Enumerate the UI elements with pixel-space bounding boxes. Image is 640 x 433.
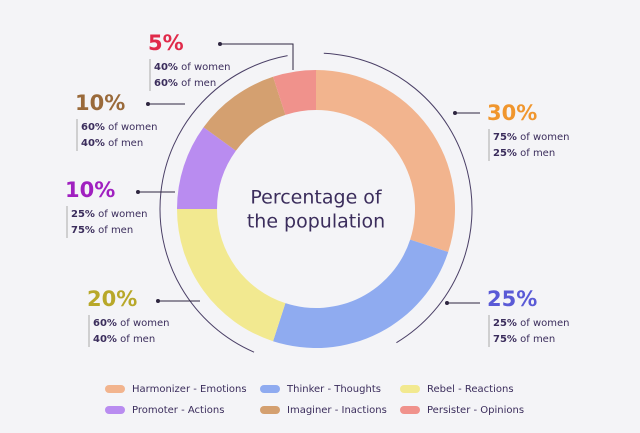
center-text: the population: [247, 211, 385, 233]
legend-label: Rebel - Reactions: [427, 384, 514, 395]
percent-label: 30%: [487, 101, 537, 125]
label-text: of men: [120, 334, 155, 345]
outer-arc: [159, 55, 288, 353]
legend-swatch: [105, 406, 125, 414]
label-text: of men: [520, 148, 555, 159]
label-text: of women: [181, 62, 230, 73]
legend-swatch: [105, 385, 125, 393]
label-line: 75% of men: [493, 334, 555, 345]
label-text: of men: [520, 334, 555, 345]
leader-dot: [136, 190, 140, 194]
label-percent: 40%: [93, 334, 117, 345]
leader-dot: [445, 301, 449, 305]
label-line: 40% of women: [154, 62, 230, 73]
percent-label: 10%: [65, 178, 115, 202]
label-percent: 25%: [493, 318, 517, 329]
percent-label: 10%: [75, 91, 125, 115]
leader-dot: [453, 111, 457, 115]
donut-segment: [273, 70, 316, 115]
label-line: 60% of women: [93, 318, 169, 329]
percent-label: 5%: [148, 31, 184, 55]
legend-swatch: [400, 406, 420, 414]
label-line: 40% of men: [81, 138, 143, 149]
label-percent: 75%: [493, 132, 517, 143]
donut-segment: [273, 239, 449, 349]
label-line: 40% of men: [93, 334, 155, 345]
legend-swatch: [400, 385, 420, 393]
label-percent: 25%: [71, 209, 95, 220]
label-percent: 40%: [154, 62, 178, 73]
leader-dot: [218, 42, 222, 46]
legend-label: Imaginer - Inactions: [287, 405, 387, 416]
donut-segment: [316, 70, 455, 252]
label-text: of women: [120, 318, 169, 329]
legend-label: Persister - Opinions: [427, 405, 524, 416]
label-text: of women: [108, 122, 157, 133]
label-percent: 60%: [81, 122, 105, 133]
label-percent: 60%: [93, 318, 117, 329]
legend-label: Harmonizer - Emotions: [132, 384, 247, 395]
legend-swatch: [260, 385, 280, 393]
label-text: of women: [98, 209, 147, 220]
label-percent: 75%: [493, 334, 517, 345]
legend-label: Promoter - Actions: [132, 405, 224, 416]
percent-label: 25%: [487, 287, 537, 311]
label-percent: 60%: [154, 78, 178, 89]
label-line: 25% of women: [493, 318, 569, 329]
donut-segment: [177, 127, 236, 209]
label-percent: 40%: [81, 138, 105, 149]
label-line: 60% of women: [81, 122, 157, 133]
donut-segment: [203, 76, 286, 151]
label-line: 25% of women: [71, 209, 147, 220]
label-line: 25% of men: [493, 148, 555, 159]
label-line: 75% of men: [71, 225, 133, 236]
outer-arc: [323, 52, 473, 344]
label-text: of men: [108, 138, 143, 149]
leader-dot: [156, 299, 160, 303]
label-text: of men: [181, 78, 216, 89]
label-line: 75% of women: [493, 132, 569, 143]
label-text: of women: [520, 318, 569, 329]
label-percent: 25%: [493, 148, 517, 159]
label-text: of women: [520, 132, 569, 143]
label-line: 60% of men: [154, 78, 216, 89]
legend-swatch: [260, 406, 280, 414]
legend-label: Thinker - Thoughts: [286, 384, 381, 395]
leader-line: [220, 43, 294, 70]
label-text: of men: [98, 225, 133, 236]
leader-dot: [146, 102, 150, 106]
center-text: Percentage of: [250, 187, 383, 209]
percent-label: 20%: [87, 287, 137, 311]
label-percent: 75%: [71, 225, 95, 236]
donut-segment: [177, 209, 286, 342]
